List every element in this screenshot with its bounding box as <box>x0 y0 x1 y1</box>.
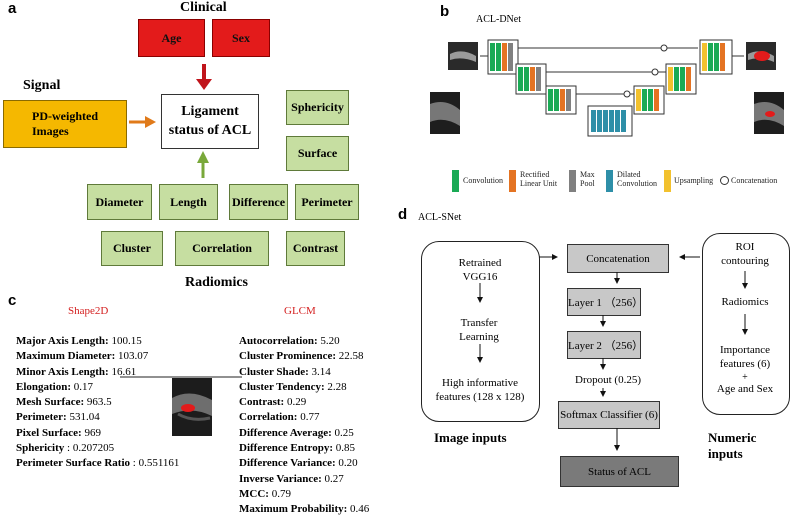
glcm-feature-row: Contrast: 0.29 <box>239 396 307 409</box>
legend-relu-swatch <box>509 170 516 192</box>
surface-box: Surface <box>286 136 349 171</box>
clinical-heading: Clinical <box>180 0 227 15</box>
cluster-box: Cluster <box>101 231 163 266</box>
shape-feature-row: Major Axis Length: 100.15 <box>16 335 142 347</box>
shape-feature-row: Sphericity : 0.207205 <box>16 442 115 455</box>
plus-sign: + <box>742 372 748 383</box>
shape2d-feature-list: Major Axis Length: 100.15 Maximum Diamet… <box>16 334 216 472</box>
radiomics-arrow <box>197 151 209 178</box>
signal-heading: Signal <box>23 78 61 93</box>
panel-d-letter: d <box>398 206 408 223</box>
concatenation-box: Concatenation <box>567 244 669 273</box>
numeric-inputs-label: Numeric inputs <box>708 430 757 461</box>
glcm-header: GLCM <box>284 305 316 317</box>
correlation-box: Correlation <box>175 231 269 266</box>
panel-a-arrows <box>129 64 212 178</box>
shape-feature-row: Minor Axis Length: 16.61 <box>16 365 137 378</box>
glcm-feature-row: Difference Average: 0.25 <box>239 426 354 439</box>
acl-dnet-title: ACL-DNet <box>476 14 521 25</box>
roi-contouring-label: ROI contouring <box>721 241 769 267</box>
glcm-feature-row: Autocorrelation: 5.20 <box>239 335 340 347</box>
radiomics-heading: Radiomics <box>185 275 248 290</box>
legend-relu-label: Rectified Linear Unit <box>520 170 558 188</box>
legend-maxpool-swatch <box>569 170 576 192</box>
panel-c-letter: c <box>8 292 17 309</box>
shape-feature-row: Maximum Diameter: 103.07 <box>16 350 149 363</box>
legend-upsampling-label: Upsampling <box>674 176 714 185</box>
glcm-feature-row: Correlation: 0.77 <box>239 411 320 424</box>
acl-dnet-diagram <box>430 39 784 137</box>
importance-features-label: Importance features (6) <box>719 344 771 370</box>
signal-arrow <box>129 116 156 128</box>
knee-mri-slice <box>120 376 242 436</box>
acl-snet-title: ACL-SNet <box>418 212 462 223</box>
legend-dilated-swatch <box>606 170 613 192</box>
shape-feature-row: Perimeter Surface Ratio : 0.551161 <box>16 457 180 470</box>
ligament-status-box: Ligament status of ACL <box>161 94 259 149</box>
glcm-feature-row: Difference Entropy: 0.85 <box>239 442 355 455</box>
shape-feature-row: Mesh Surface: 963.5 <box>16 396 112 409</box>
diameter-box: Diameter <box>87 184 152 220</box>
legend-maxpool-label: Max Pool <box>580 170 595 188</box>
high-informative-features-label: High informative features (128 x 128) <box>435 377 525 403</box>
dnet-legend: Convolution Rectified Linear Unit Max Po… <box>452 168 792 198</box>
layer-2-box: Layer 2 （256） <box>567 331 643 359</box>
softmax-classifier-box: Softmax Classifier (6) <box>558 401 660 429</box>
glcm-feature-row: Inverse Variance: 0.27 <box>239 472 344 485</box>
glcm-feature-row: Cluster Tendency: 2.28 <box>239 380 347 393</box>
legend-convolution-swatch <box>452 170 459 192</box>
image-inputs-label: Image inputs <box>434 430 507 445</box>
numeric-inputs-container <box>702 233 790 415</box>
contrast-box: Contrast <box>286 231 345 266</box>
shape2d-header: Shape2D <box>68 305 109 317</box>
layer-1-box: Layer 1 （256） <box>567 288 643 316</box>
vgg16-label: Retrained VGG16 <box>458 257 502 283</box>
legend-convolution-label: Convolution <box>463 176 504 185</box>
shape-feature-row: Perimeter: 531.04 <box>16 411 100 424</box>
radiomics-step-label: Radiomics <box>721 296 769 308</box>
panel-b-letter: b <box>440 3 450 20</box>
glcm-feature-row: Cluster Shade: 3.14 <box>239 365 331 378</box>
sphericity-box: Sphericity <box>286 90 349 125</box>
shape-feature-row: Elongation: 0.17 <box>16 380 94 393</box>
shape-feature-row: Pixel Surface: 969 <box>16 426 101 439</box>
glcm-feature-row: Difference Variance: 0.20 <box>239 457 358 470</box>
perimeter-box: Perimeter <box>295 184 359 220</box>
panel-a-letter: a <box>8 0 17 17</box>
age-and-sex-label: Age and Sex <box>716 383 774 395</box>
length-box: Length <box>159 184 218 220</box>
snet-arrows <box>477 254 748 451</box>
glcm-feature-row: Cluster Prominence: 22.58 <box>239 350 364 363</box>
age-box: Age <box>138 19 205 57</box>
legend-upsampling-swatch <box>664 170 671 192</box>
difference-box: Difference <box>229 184 288 220</box>
legend-dilated-label: Dilated Convolution <box>617 170 658 188</box>
image-inputs-container <box>421 241 540 422</box>
legend-concatenation-label: Concatenation <box>731 176 778 185</box>
transfer-learning-label: Transfer Learning <box>459 317 499 343</box>
pd-weighted-images-box: PD-weighted Images <box>3 100 127 148</box>
clinical-arrow <box>196 64 212 90</box>
legend-concatenation-icon <box>720 176 729 185</box>
status-of-acl-box: Status of ACL <box>560 456 679 487</box>
sex-box: Sex <box>212 19 270 57</box>
glcm-feature-row: Maximum Probability: 0.46 <box>239 503 370 516</box>
dropout-label: Dropout (0.25) <box>575 374 641 386</box>
